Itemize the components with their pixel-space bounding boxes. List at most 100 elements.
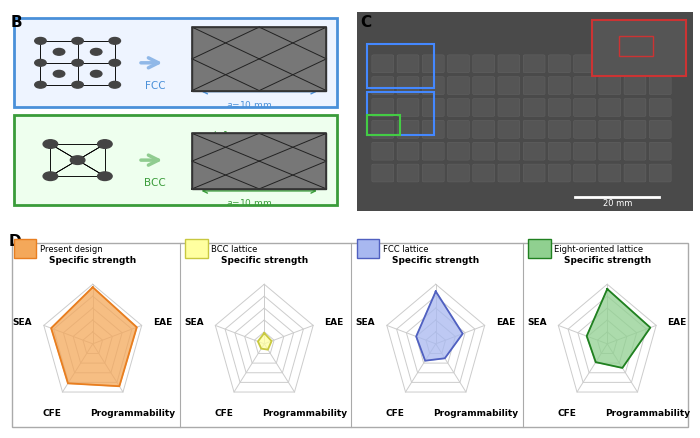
Text: SEA: SEA xyxy=(356,317,375,326)
FancyBboxPatch shape xyxy=(447,121,470,139)
Circle shape xyxy=(43,141,57,149)
FancyBboxPatch shape xyxy=(422,78,444,95)
Circle shape xyxy=(72,82,83,89)
Polygon shape xyxy=(587,290,650,368)
FancyBboxPatch shape xyxy=(598,143,621,161)
Text: $a$=10 mm: $a$=10 mm xyxy=(226,197,272,208)
FancyBboxPatch shape xyxy=(498,56,520,74)
Circle shape xyxy=(97,141,112,149)
Text: CFE: CFE xyxy=(386,408,405,417)
FancyBboxPatch shape xyxy=(548,121,570,139)
FancyBboxPatch shape xyxy=(397,56,419,74)
FancyBboxPatch shape xyxy=(598,78,621,95)
Circle shape xyxy=(53,49,65,56)
Text: FCC lattice: FCC lattice xyxy=(383,244,428,253)
FancyBboxPatch shape xyxy=(422,99,444,117)
Circle shape xyxy=(43,173,57,181)
Text: 20 mm: 20 mm xyxy=(603,199,632,208)
FancyBboxPatch shape xyxy=(397,99,419,117)
FancyBboxPatch shape xyxy=(372,99,393,117)
Text: Specific strength: Specific strength xyxy=(564,256,651,265)
FancyBboxPatch shape xyxy=(498,99,520,117)
FancyBboxPatch shape xyxy=(192,134,326,190)
Text: BCC: BCC xyxy=(144,177,166,187)
Text: C: C xyxy=(360,15,371,30)
Circle shape xyxy=(90,49,102,56)
FancyBboxPatch shape xyxy=(624,99,646,117)
FancyBboxPatch shape xyxy=(650,143,671,161)
FancyBboxPatch shape xyxy=(372,143,393,161)
FancyBboxPatch shape xyxy=(523,99,545,117)
Text: CFE: CFE xyxy=(43,408,62,417)
FancyBboxPatch shape xyxy=(397,121,419,139)
Text: EAE: EAE xyxy=(153,317,172,326)
FancyBboxPatch shape xyxy=(447,165,470,183)
Circle shape xyxy=(53,71,65,78)
FancyBboxPatch shape xyxy=(14,116,337,205)
Text: Programmability: Programmability xyxy=(433,408,519,417)
FancyBboxPatch shape xyxy=(624,56,646,74)
FancyBboxPatch shape xyxy=(357,239,379,259)
FancyBboxPatch shape xyxy=(473,56,495,74)
FancyBboxPatch shape xyxy=(372,121,393,139)
Circle shape xyxy=(71,156,85,165)
FancyBboxPatch shape xyxy=(357,13,693,211)
Text: FCC: FCC xyxy=(145,81,165,91)
Circle shape xyxy=(35,82,46,89)
Text: EAE: EAE xyxy=(325,317,344,326)
FancyBboxPatch shape xyxy=(573,121,596,139)
FancyBboxPatch shape xyxy=(14,239,36,259)
Circle shape xyxy=(109,60,120,67)
Text: Present design: Present design xyxy=(40,244,102,253)
Text: BCC lattice: BCC lattice xyxy=(211,244,258,253)
Text: Programmability: Programmability xyxy=(605,408,690,417)
Polygon shape xyxy=(51,288,136,386)
FancyBboxPatch shape xyxy=(650,56,671,74)
Text: Specific strength: Specific strength xyxy=(220,256,308,265)
FancyBboxPatch shape xyxy=(447,56,470,74)
Text: CFE: CFE xyxy=(214,408,233,417)
FancyBboxPatch shape xyxy=(523,121,545,139)
Circle shape xyxy=(72,60,83,67)
Circle shape xyxy=(109,82,120,89)
Text: $d$=1 mm: $d$=1 mm xyxy=(209,128,249,139)
FancyBboxPatch shape xyxy=(624,165,646,183)
FancyBboxPatch shape xyxy=(186,239,208,259)
FancyBboxPatch shape xyxy=(650,99,671,117)
FancyBboxPatch shape xyxy=(397,143,419,161)
FancyBboxPatch shape xyxy=(372,56,393,74)
FancyBboxPatch shape xyxy=(523,143,545,161)
Text: EAE: EAE xyxy=(668,317,687,326)
Text: B: B xyxy=(10,15,22,30)
FancyBboxPatch shape xyxy=(372,165,393,183)
FancyBboxPatch shape xyxy=(523,56,545,74)
Text: $d$=1 mm: $d$=1 mm xyxy=(209,29,249,40)
FancyBboxPatch shape xyxy=(447,99,470,117)
Text: $a$=10 mm: $a$=10 mm xyxy=(226,99,272,110)
FancyBboxPatch shape xyxy=(624,143,646,161)
FancyBboxPatch shape xyxy=(473,121,495,139)
FancyBboxPatch shape xyxy=(598,121,621,139)
Text: SEA: SEA xyxy=(184,317,204,326)
FancyBboxPatch shape xyxy=(372,78,393,95)
Circle shape xyxy=(35,39,46,45)
FancyBboxPatch shape xyxy=(422,121,444,139)
Circle shape xyxy=(90,71,102,78)
Text: Specific strength: Specific strength xyxy=(49,256,136,265)
Text: EAE: EAE xyxy=(496,317,515,326)
Text: D: D xyxy=(9,233,22,248)
FancyBboxPatch shape xyxy=(573,143,596,161)
FancyBboxPatch shape xyxy=(592,21,686,77)
FancyBboxPatch shape xyxy=(624,121,646,139)
Circle shape xyxy=(109,39,120,45)
FancyBboxPatch shape xyxy=(473,99,495,117)
FancyBboxPatch shape xyxy=(397,78,419,95)
FancyBboxPatch shape xyxy=(548,56,570,74)
Circle shape xyxy=(35,60,46,67)
FancyBboxPatch shape xyxy=(422,143,444,161)
FancyBboxPatch shape xyxy=(573,78,596,95)
Circle shape xyxy=(97,173,112,181)
FancyBboxPatch shape xyxy=(498,121,520,139)
Text: SEA: SEA xyxy=(13,317,32,326)
FancyBboxPatch shape xyxy=(573,165,596,183)
